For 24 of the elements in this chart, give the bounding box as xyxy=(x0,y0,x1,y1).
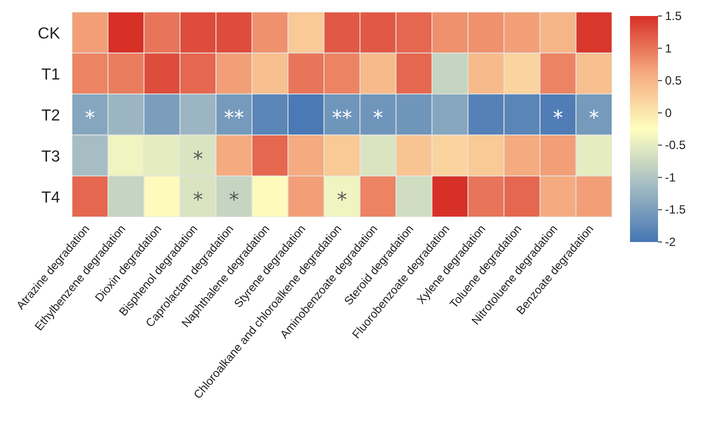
data-label: ** xyxy=(224,106,244,130)
data-label: * xyxy=(193,146,203,170)
y-tick-label: T3 xyxy=(41,148,60,166)
color-bar-label: -2 xyxy=(665,235,676,249)
data-label: ** xyxy=(332,106,352,130)
y-tick-label: CK xyxy=(38,26,60,42)
data-label: * xyxy=(337,188,347,212)
y-tick-label: T1 xyxy=(41,66,60,84)
color-bar-label: -1.5 xyxy=(665,202,686,217)
data-label: * xyxy=(373,106,383,130)
data-label: * xyxy=(553,106,563,130)
color-bar-label: -0.5 xyxy=(665,138,686,152)
data-label: * xyxy=(229,188,239,212)
color-bar-label: 0 xyxy=(665,106,672,120)
color-bar-label: 0.5 xyxy=(665,74,682,88)
data-label: * xyxy=(193,188,203,212)
color-bar-label: 1 xyxy=(665,41,672,56)
data-label: * xyxy=(85,106,95,130)
color-scale: -2 -1.5 -1 -0.5 0 0.5 1 1.5 xyxy=(620,8,700,258)
color-bar-label: 1.5 xyxy=(665,9,682,23)
y-tick-label: T4 xyxy=(41,190,60,206)
color-bar-label: -1 xyxy=(665,170,676,184)
y-tick-label: T2 xyxy=(41,108,60,124)
data-label: * xyxy=(589,106,599,130)
